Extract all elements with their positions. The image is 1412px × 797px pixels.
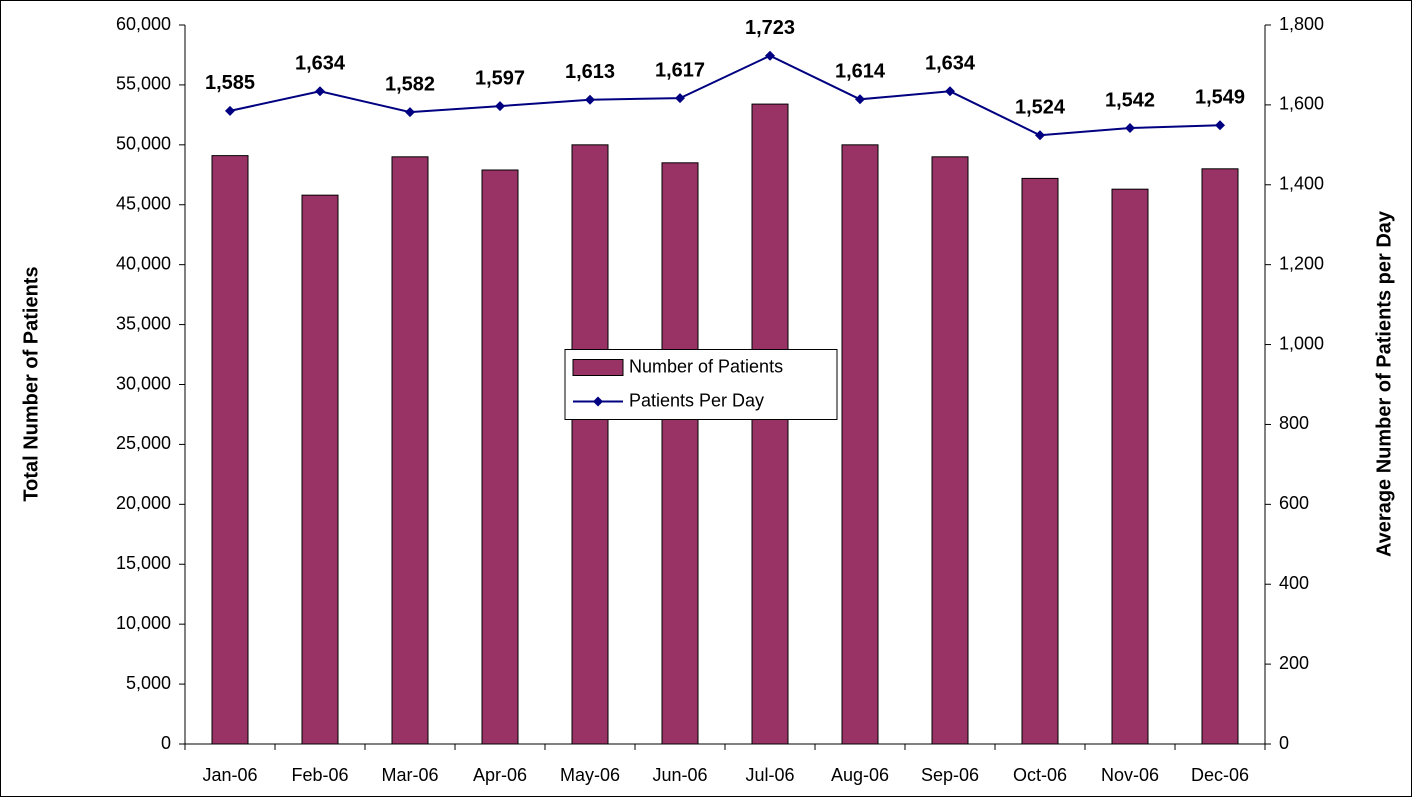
y2-tick-label: 200: [1279, 653, 1309, 673]
legend-marker: [593, 396, 603, 407]
x-tick-label: Jan-06: [202, 765, 257, 785]
bar: [1201, 168, 1239, 745]
x-tick-label: Oct-06: [1013, 765, 1067, 785]
line: [229, 54, 1221, 137]
y-axis-title: Total Number of Patients: [20, 266, 42, 501]
line-marker: [1215, 120, 1225, 131]
x-tick-label: Apr-06: [473, 765, 527, 785]
data-label: 1,617: [655, 59, 705, 81]
y-tick-label: 60,000: [116, 14, 171, 34]
data-label: 1,634: [295, 53, 346, 75]
data-label: 1,524: [1015, 97, 1066, 119]
x-tick-label: May-06: [560, 765, 620, 785]
x-tick-label: Jul-06: [745, 765, 794, 785]
y-tick-label: 20,000: [116, 493, 171, 513]
line-marker: [855, 94, 865, 105]
y2-tick-label: 1,600: [1279, 94, 1324, 114]
y-tick-label: 40,000: [116, 253, 171, 273]
y2-tick-label: 1,200: [1279, 253, 1324, 273]
bar: [391, 156, 429, 745]
bar: [211, 155, 249, 745]
y-tick-label: 25,000: [116, 433, 171, 453]
y-tick-label: 10,000: [116, 613, 171, 633]
bar: [931, 156, 969, 745]
line-marker: [675, 93, 685, 104]
y2-tick-label: 1,800: [1279, 14, 1324, 34]
line-marker: [1035, 130, 1045, 141]
line-marker: [1125, 123, 1135, 134]
bar: [301, 194, 339, 745]
bar: [571, 144, 609, 745]
bar: [751, 103, 789, 745]
y-tick-label: 0: [161, 733, 171, 753]
x-tick-label: Mar-06: [381, 765, 438, 785]
bar: [481, 169, 519, 745]
data-label: 1,549: [1195, 87, 1245, 109]
y-tick-label: 45,000: [116, 194, 171, 214]
y-tick-label: 50,000: [116, 134, 171, 154]
line-marker: [405, 107, 415, 118]
y2-axis-title: Average Number of Patients per Day: [1373, 210, 1395, 557]
data-label: 1,597: [475, 67, 525, 89]
legend-label: Patients Per Day: [629, 390, 764, 410]
line-marker: [585, 94, 595, 105]
data-label: 1,634: [925, 53, 976, 75]
y-tick-label: 5,000: [126, 673, 171, 693]
y-tick-label: 30,000: [116, 373, 171, 393]
y-tick-label: 55,000: [116, 74, 171, 94]
bar: [1111, 188, 1149, 745]
data-label: 1,613: [565, 61, 615, 83]
data-label: 1,542: [1105, 89, 1155, 111]
bar: [841, 144, 879, 745]
data-label: 1,585: [205, 72, 255, 94]
x-tick-label: Nov-06: [1101, 765, 1159, 785]
y2-tick-label: 800: [1279, 413, 1309, 433]
x-tick-label: Feb-06: [291, 765, 348, 785]
y2-tick-label: 0: [1279, 733, 1289, 753]
y-tick-label: 15,000: [116, 553, 171, 573]
data-label: 1,582: [385, 73, 435, 95]
x-tick-label: Sep-06: [921, 765, 979, 785]
x-tick-label: Jun-06: [652, 765, 707, 785]
y-tick-label: 35,000: [116, 313, 171, 333]
bar: [661, 162, 699, 745]
y2-tick-label: 1,000: [1279, 333, 1324, 353]
x-tick-label: Aug-06: [831, 765, 889, 785]
data-label: 1,723: [745, 17, 795, 39]
line-marker: [495, 101, 505, 112]
y2-tick-label: 1,400: [1279, 174, 1324, 194]
bar: [1021, 177, 1059, 745]
data-label: 1,614: [835, 61, 886, 83]
legend-label: Number of Patients: [629, 356, 783, 376]
y2-tick-label: 400: [1279, 573, 1309, 593]
legend-swatch: [572, 359, 624, 376]
line-marker: [225, 105, 235, 116]
line-marker: [315, 86, 325, 97]
line-marker: [765, 50, 775, 61]
line-marker: [945, 86, 955, 97]
x-tick-label: Dec-06: [1191, 765, 1249, 785]
y2-tick-label: 600: [1279, 493, 1309, 513]
